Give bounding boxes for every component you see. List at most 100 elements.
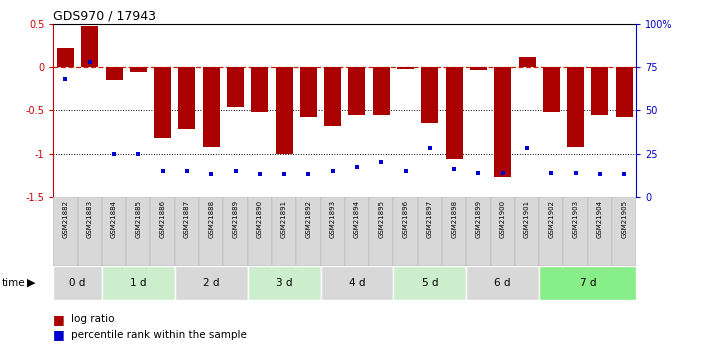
Bar [175, 197, 199, 266]
Text: GSM21894: GSM21894 [354, 200, 360, 238]
Point [181, 168, 193, 174]
Bar [345, 197, 369, 266]
Bar [130, 67, 147, 72]
Text: GSM21884: GSM21884 [111, 200, 117, 238]
Bar [178, 67, 196, 129]
Bar [539, 197, 563, 266]
Text: time: time [1, 278, 25, 288]
Point [545, 170, 557, 175]
Text: GSM21896: GSM21896 [402, 200, 409, 238]
Point [205, 171, 217, 177]
Bar [494, 67, 511, 177]
Bar [175, 266, 247, 300]
Bar [300, 67, 317, 117]
Bar [446, 67, 463, 159]
Text: GSM21892: GSM21892 [306, 200, 311, 238]
Point [400, 168, 411, 174]
Text: GDS970 / 17943: GDS970 / 17943 [53, 10, 156, 23]
Bar [422, 67, 439, 124]
Bar [491, 197, 515, 266]
Bar [105, 67, 122, 80]
Point [133, 151, 144, 156]
Text: GSM21890: GSM21890 [257, 200, 263, 238]
Point [303, 171, 314, 177]
Bar [102, 197, 127, 266]
Text: GSM21883: GSM21883 [87, 200, 92, 238]
Bar [612, 197, 636, 266]
Text: GSM21900: GSM21900 [500, 200, 506, 238]
Bar [154, 67, 171, 138]
Bar [515, 197, 539, 266]
Bar [324, 67, 341, 126]
Point [230, 168, 241, 174]
Text: ▶: ▶ [27, 278, 36, 288]
Bar [321, 266, 393, 300]
Bar [203, 67, 220, 148]
Text: GSM21897: GSM21897 [427, 200, 433, 238]
Bar [542, 67, 560, 112]
Bar [588, 197, 612, 266]
Bar [227, 67, 244, 107]
Bar [57, 48, 74, 67]
Text: GSM21898: GSM21898 [451, 200, 457, 238]
Text: 0 d: 0 d [70, 278, 86, 288]
Bar [81, 26, 98, 67]
Point [497, 170, 508, 175]
Bar [272, 197, 296, 266]
Text: 5 d: 5 d [422, 278, 438, 288]
Bar [373, 67, 390, 115]
Bar [296, 197, 321, 266]
Bar [397, 67, 414, 69]
Text: GSM21903: GSM21903 [572, 200, 579, 238]
Point [108, 151, 119, 156]
Bar [369, 197, 393, 266]
Bar [321, 197, 345, 266]
Point [449, 166, 460, 172]
Bar [251, 67, 268, 112]
Point [327, 168, 338, 174]
Text: GSM21899: GSM21899 [476, 200, 481, 238]
Text: 1 d: 1 d [130, 278, 146, 288]
Text: GSM21904: GSM21904 [597, 200, 603, 238]
Bar [393, 197, 418, 266]
Bar [563, 197, 588, 266]
Text: GSM21901: GSM21901 [524, 200, 530, 238]
Text: 7 d: 7 d [579, 278, 596, 288]
Bar [348, 67, 365, 115]
Text: 6 d: 6 d [494, 278, 511, 288]
Text: 4 d: 4 d [348, 278, 365, 288]
Bar [247, 197, 272, 266]
Point [473, 170, 484, 175]
Text: GSM21902: GSM21902 [548, 200, 555, 238]
Text: GSM21891: GSM21891 [281, 200, 287, 238]
Point [570, 170, 582, 175]
Bar [77, 197, 102, 266]
Point [254, 171, 265, 177]
Bar [466, 197, 491, 266]
Bar [592, 67, 609, 115]
Bar [247, 266, 321, 300]
Text: GSM21888: GSM21888 [208, 200, 214, 238]
Text: GSM21895: GSM21895 [378, 200, 384, 238]
Point [279, 171, 290, 177]
Bar [102, 266, 175, 300]
Bar [199, 197, 223, 266]
Bar [418, 197, 442, 266]
Text: 3 d: 3 d [276, 278, 292, 288]
Point [375, 159, 387, 165]
Text: GSM21893: GSM21893 [330, 200, 336, 238]
Text: log ratio: log ratio [71, 314, 114, 324]
Text: GSM21885: GSM21885 [135, 200, 141, 238]
Bar [616, 67, 633, 117]
Bar [466, 266, 539, 300]
Bar [127, 197, 151, 266]
Bar [276, 67, 293, 154]
Point [619, 171, 630, 177]
Text: ■: ■ [53, 328, 65, 341]
Point [60, 77, 71, 82]
Text: GSM21887: GSM21887 [184, 200, 190, 238]
Text: ■: ■ [53, 313, 65, 326]
Bar [442, 197, 466, 266]
Bar [518, 57, 535, 67]
Bar [470, 67, 487, 70]
